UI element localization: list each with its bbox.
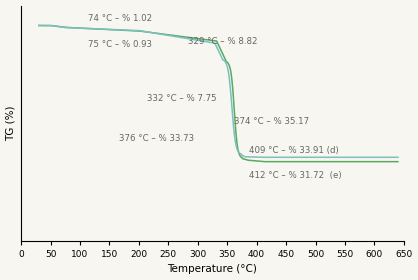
X-axis label: Temperature (°C): Temperature (°C) [168,264,257,274]
Text: 332 °C – % 7.75: 332 °C – % 7.75 [148,94,217,103]
Text: 376 °C – % 33.73: 376 °C – % 33.73 [119,134,194,143]
Text: 75 °C – % 0.93: 75 °C – % 0.93 [88,40,152,49]
Text: 409 °C – % 33.91 (d): 409 °C – % 33.91 (d) [249,146,339,155]
Text: 412 °C – % 31.72  (e): 412 °C – % 31.72 (e) [249,171,342,180]
Text: 374 °C – % 35.17: 374 °C – % 35.17 [234,117,308,126]
Text: 329 °C – % 8.82: 329 °C – % 8.82 [188,37,257,46]
Text: 74 °C – % 1.02: 74 °C – % 1.02 [88,14,152,23]
Y-axis label: TG (%): TG (%) [5,106,15,141]
